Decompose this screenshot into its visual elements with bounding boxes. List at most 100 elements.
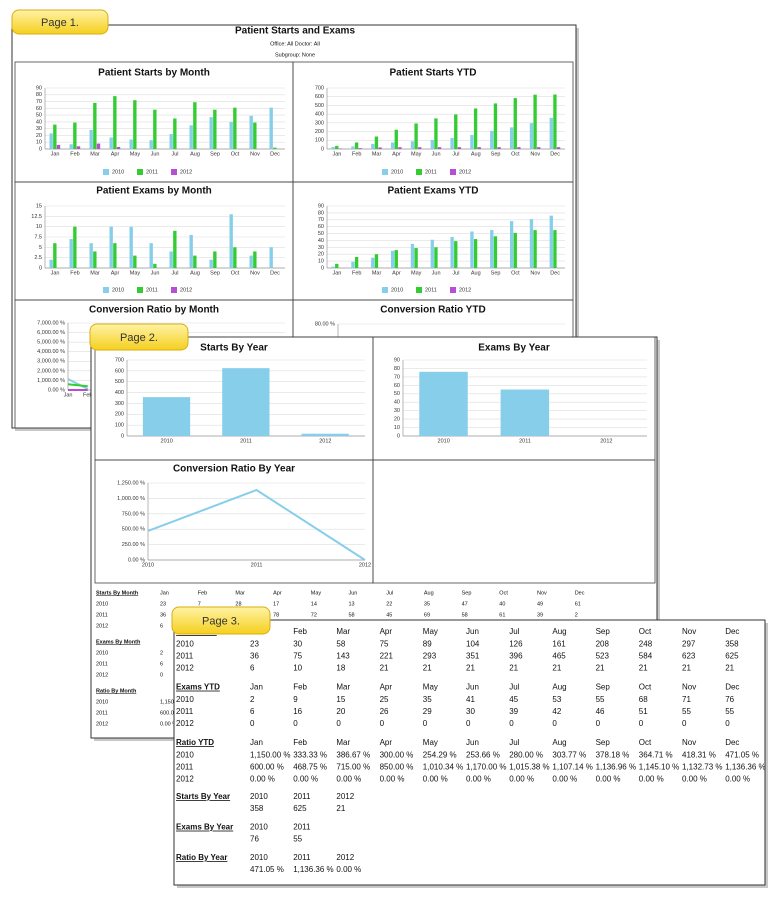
y-tick-label: 0.00 % bbox=[128, 557, 145, 563]
y-tick-label: 750.00 % bbox=[122, 511, 145, 517]
table-cell: 42 bbox=[552, 707, 561, 716]
table-cell: 21 bbox=[552, 664, 561, 673]
table-column: Feb bbox=[293, 627, 307, 636]
table-column: 2011 bbox=[293, 853, 311, 862]
y-tick-label: 20 bbox=[36, 133, 42, 139]
table-heading: Exams YTD bbox=[176, 683, 220, 692]
table-cell: 21 bbox=[380, 664, 389, 673]
x-tick-label: Sep bbox=[210, 270, 220, 276]
x-tick-label: Apr bbox=[111, 151, 120, 157]
bar bbox=[53, 243, 57, 268]
legend-swatch bbox=[171, 287, 177, 293]
table-cell: 61 bbox=[575, 601, 581, 607]
table-column: Aug bbox=[424, 590, 434, 596]
y-tick-label: 90 bbox=[394, 357, 400, 363]
bar bbox=[378, 147, 382, 149]
y-tick-label: 30 bbox=[318, 245, 324, 251]
bar bbox=[553, 94, 557, 149]
table-cell: 10 bbox=[293, 664, 302, 673]
table-cell: 0 bbox=[160, 672, 163, 678]
table-cell: 36 bbox=[160, 612, 166, 618]
y-tick-label: 5,000.00 % bbox=[37, 340, 65, 346]
legend-swatch bbox=[416, 169, 422, 175]
y-tick-label: 70 bbox=[318, 217, 324, 223]
y-tick-label: 500 bbox=[115, 379, 124, 385]
table-cell: 21 bbox=[682, 664, 691, 673]
page-tab-label: Page 2. bbox=[120, 332, 158, 344]
table-column: Mar bbox=[336, 627, 350, 636]
y-tick-label: 7,000.00 % bbox=[37, 320, 65, 326]
bar bbox=[419, 371, 468, 436]
legend-label: 2011 bbox=[425, 287, 437, 293]
y-tick-label: 200 bbox=[115, 412, 124, 418]
y-tick-label: 80 bbox=[318, 210, 324, 216]
legend-swatch bbox=[137, 169, 143, 175]
table-cell: 68 bbox=[639, 695, 648, 704]
table-cell: 39 bbox=[509, 707, 518, 716]
table-cell: 49 bbox=[537, 601, 543, 607]
table-cell: 17 bbox=[273, 601, 279, 607]
table-cell: 21 bbox=[336, 804, 345, 813]
table-row-label: 2010 bbox=[176, 695, 194, 704]
table-cell: 1,132.73 % bbox=[682, 763, 722, 772]
x-tick-label: Mar bbox=[90, 270, 100, 276]
bar bbox=[73, 226, 77, 268]
table-row-label: 2012 bbox=[96, 721, 108, 727]
table-cell: 1,010.34 % bbox=[423, 763, 463, 772]
table-cell: 0.00 % bbox=[336, 865, 361, 874]
bar bbox=[109, 226, 113, 268]
y-tick-label: 40 bbox=[36, 119, 42, 125]
table-row-label: 2010 bbox=[176, 640, 194, 649]
bar bbox=[169, 134, 173, 149]
y-tick-label: 50 bbox=[394, 391, 400, 397]
x-tick-label: Oct bbox=[231, 270, 240, 276]
table-column: Jul bbox=[509, 627, 519, 636]
bar bbox=[133, 255, 137, 268]
table-cell: 2 bbox=[250, 695, 255, 704]
table-cell: 21 bbox=[466, 664, 475, 673]
bar bbox=[113, 96, 117, 149]
table-column: Jul bbox=[509, 738, 519, 747]
legend-swatch bbox=[103, 169, 109, 175]
table-row-label: 2012 bbox=[176, 664, 194, 673]
table-column: May bbox=[423, 683, 438, 692]
bar bbox=[394, 250, 398, 268]
y-tick-label: 300 bbox=[315, 120, 324, 126]
table-heading: Starts By Year bbox=[176, 792, 230, 801]
table-cell: 850.00 % bbox=[380, 763, 414, 772]
table-cell: 1,136.36 % bbox=[725, 763, 765, 772]
page-tab bbox=[171, 606, 271, 635]
table-column: Sep bbox=[596, 683, 611, 692]
bar bbox=[437, 147, 442, 149]
x-tick-label: Jan bbox=[332, 270, 341, 276]
bar bbox=[509, 127, 514, 149]
chart-title: Starts By Year bbox=[200, 343, 268, 354]
table-cell: 208 bbox=[596, 640, 610, 649]
bar bbox=[96, 143, 101, 149]
x-tick-label: 2012 bbox=[600, 438, 612, 444]
y-tick-label: 500 bbox=[315, 103, 324, 109]
table-cell: 221 bbox=[380, 652, 394, 661]
y-tick-label: 3,000.00 % bbox=[37, 359, 65, 365]
table-cell: 351 bbox=[466, 652, 480, 661]
x-tick-label: Feb bbox=[83, 392, 92, 398]
table-cell: 61 bbox=[499, 612, 505, 618]
bar bbox=[374, 136, 379, 149]
page-tab bbox=[11, 9, 109, 35]
table-cell: 0.00 % bbox=[596, 775, 621, 784]
report-title: Patient Starts and Exams bbox=[235, 26, 355, 37]
bar bbox=[169, 251, 173, 268]
x-tick-label: Aug bbox=[190, 151, 200, 157]
bar bbox=[129, 226, 133, 268]
bar bbox=[477, 147, 481, 149]
y-tick-label: 4,000.00 % bbox=[37, 349, 65, 355]
table-cell: 0 bbox=[596, 719, 601, 728]
table-cell: 104 bbox=[466, 640, 480, 649]
bar bbox=[533, 230, 537, 268]
bar bbox=[331, 146, 335, 149]
table-column: Jun bbox=[466, 683, 479, 692]
bar bbox=[93, 251, 97, 268]
bar bbox=[414, 248, 418, 268]
bar bbox=[553, 230, 557, 268]
report-subgroup: Subgroup: None bbox=[275, 52, 315, 58]
